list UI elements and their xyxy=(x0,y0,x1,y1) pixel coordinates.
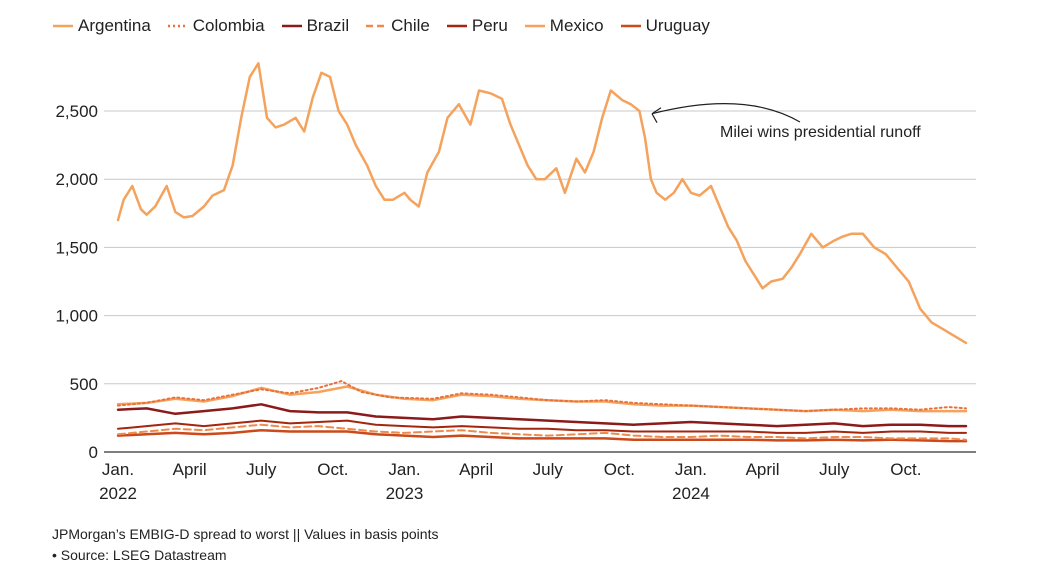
x-tick-year-2022: 2022 xyxy=(99,484,137,503)
legend-swatch-argentina xyxy=(53,24,73,28)
annotation: Milei wins presidential runoff xyxy=(651,103,921,141)
series-line-uruguay xyxy=(116,428,968,443)
legend-item-mexico: Mexico xyxy=(524,16,604,36)
y-tick-label-2500: 2,500 xyxy=(55,102,98,121)
y-gridlines xyxy=(104,110,976,453)
legend-label: Chile xyxy=(391,16,430,35)
legend-item-colombia: Colombia xyxy=(167,16,265,36)
legend-swatch-brazil xyxy=(281,24,302,28)
legend-label: Uruguay xyxy=(645,16,710,35)
x-tick-label-3: Oct. xyxy=(317,460,348,479)
legend-item-chile: Chile xyxy=(365,16,430,36)
series-line-argentina xyxy=(116,62,968,345)
series-line-chile xyxy=(117,423,967,441)
series-lines xyxy=(116,62,968,443)
legend-swatch-chile xyxy=(366,24,387,28)
legend-label: Colombia xyxy=(192,16,265,35)
legend-label: Argentina xyxy=(78,16,151,35)
legend-item-brazil: Brazil xyxy=(281,16,350,36)
x-tick-label-6: July xyxy=(533,460,564,479)
x-tick-label-8: Jan. xyxy=(675,460,707,479)
x-tick-label-1: April xyxy=(173,460,207,479)
legend-swatch-uruguay xyxy=(620,24,641,28)
y-tick-label-0: 0 xyxy=(89,443,98,462)
legend-swatch-peru xyxy=(446,24,467,28)
legend-swatch-colombia xyxy=(167,24,188,28)
footer-note: JPMorgan’s EMBIG-D spread to worst || Va… xyxy=(52,526,439,542)
x-tick-label-11: Oct. xyxy=(890,460,921,479)
legend-label: Mexico xyxy=(549,16,604,35)
series-line-peru xyxy=(117,419,967,434)
chart-legend: Argentina Colombia Brazil Chile Peru Mexico Ur… xyxy=(52,14,726,38)
x-tick-label-0: Jan. xyxy=(102,460,134,479)
x-tick-label-4: Jan. xyxy=(388,460,420,479)
x-tick-label-2: July xyxy=(246,460,277,479)
y-tick-label-500: 500 xyxy=(70,375,98,394)
x-tick-label-7: Oct. xyxy=(604,460,635,479)
legend-label: Peru xyxy=(471,16,508,35)
series-line-brazil xyxy=(116,403,968,428)
x-tick-year-2024: 2024 xyxy=(672,484,710,503)
footer-source: • Source: LSEG Datastream xyxy=(52,547,227,563)
legend-item-argentina: Argentina xyxy=(52,16,151,36)
y-axis-tick-labels: 0 500 1,000 1,500 2,000 2,500 xyxy=(55,102,98,462)
y-tick-label-2000: 2,000 xyxy=(55,170,98,189)
legend-item-peru: Peru xyxy=(446,16,508,36)
chart-footer: JPMorgan’s EMBIG-D spread to worst || Va… xyxy=(52,524,438,566)
series-line-colombia xyxy=(117,380,967,413)
x-tick-year-2023: 2023 xyxy=(386,484,424,503)
legend-item-uruguay: Uruguay xyxy=(620,16,710,36)
x-tick-label-5: April xyxy=(459,460,493,479)
annotation-label: Milei wins presidential runoff xyxy=(720,124,921,141)
x-tick-label-10: July xyxy=(819,460,850,479)
y-tick-label-1500: 1,500 xyxy=(55,238,98,257)
y-tick-label-1000: 1,000 xyxy=(55,307,98,326)
annotation-arrowhead xyxy=(651,107,662,124)
x-tick-label-9: April xyxy=(746,460,780,479)
annotation-arrow xyxy=(651,103,801,123)
line-chart: 0 500 1,000 1,500 2,000 2,500 Jan. 2022 April Ju… xyxy=(55,62,976,503)
legend-swatch-mexico xyxy=(524,24,545,28)
legend-label: Brazil xyxy=(306,16,350,35)
x-axis-tick-labels: Jan. 2022 April July Oct. Jan. 2023 April July Oc… xyxy=(99,460,921,503)
